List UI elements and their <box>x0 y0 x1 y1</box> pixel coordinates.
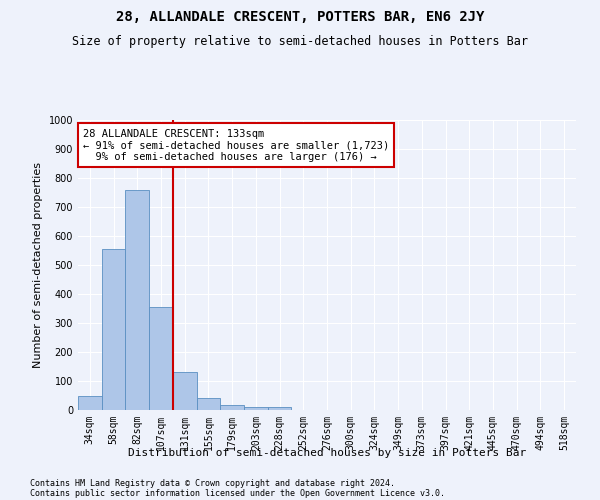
Text: 28, ALLANDALE CRESCENT, POTTERS BAR, EN6 2JY: 28, ALLANDALE CRESCENT, POTTERS BAR, EN6… <box>116 10 484 24</box>
Bar <box>173 372 197 410</box>
Text: Contains public sector information licensed under the Open Government Licence v3: Contains public sector information licen… <box>30 488 445 498</box>
Bar <box>197 398 220 410</box>
Bar <box>125 190 149 410</box>
Text: 28 ALLANDALE CRESCENT: 133sqm
← 91% of semi-detached houses are smaller (1,723)
: 28 ALLANDALE CRESCENT: 133sqm ← 91% of s… <box>83 128 389 162</box>
Bar <box>268 407 292 410</box>
Bar <box>149 307 173 410</box>
Bar <box>102 249 125 410</box>
Bar <box>78 396 102 410</box>
Text: Size of property relative to semi-detached houses in Potters Bar: Size of property relative to semi-detach… <box>72 35 528 48</box>
Bar <box>220 405 244 410</box>
Text: Contains HM Land Registry data © Crown copyright and database right 2024.: Contains HM Land Registry data © Crown c… <box>30 478 395 488</box>
Bar <box>244 407 268 410</box>
Y-axis label: Number of semi-detached properties: Number of semi-detached properties <box>33 162 43 368</box>
Text: Distribution of semi-detached houses by size in Potters Bar: Distribution of semi-detached houses by … <box>128 448 526 458</box>
